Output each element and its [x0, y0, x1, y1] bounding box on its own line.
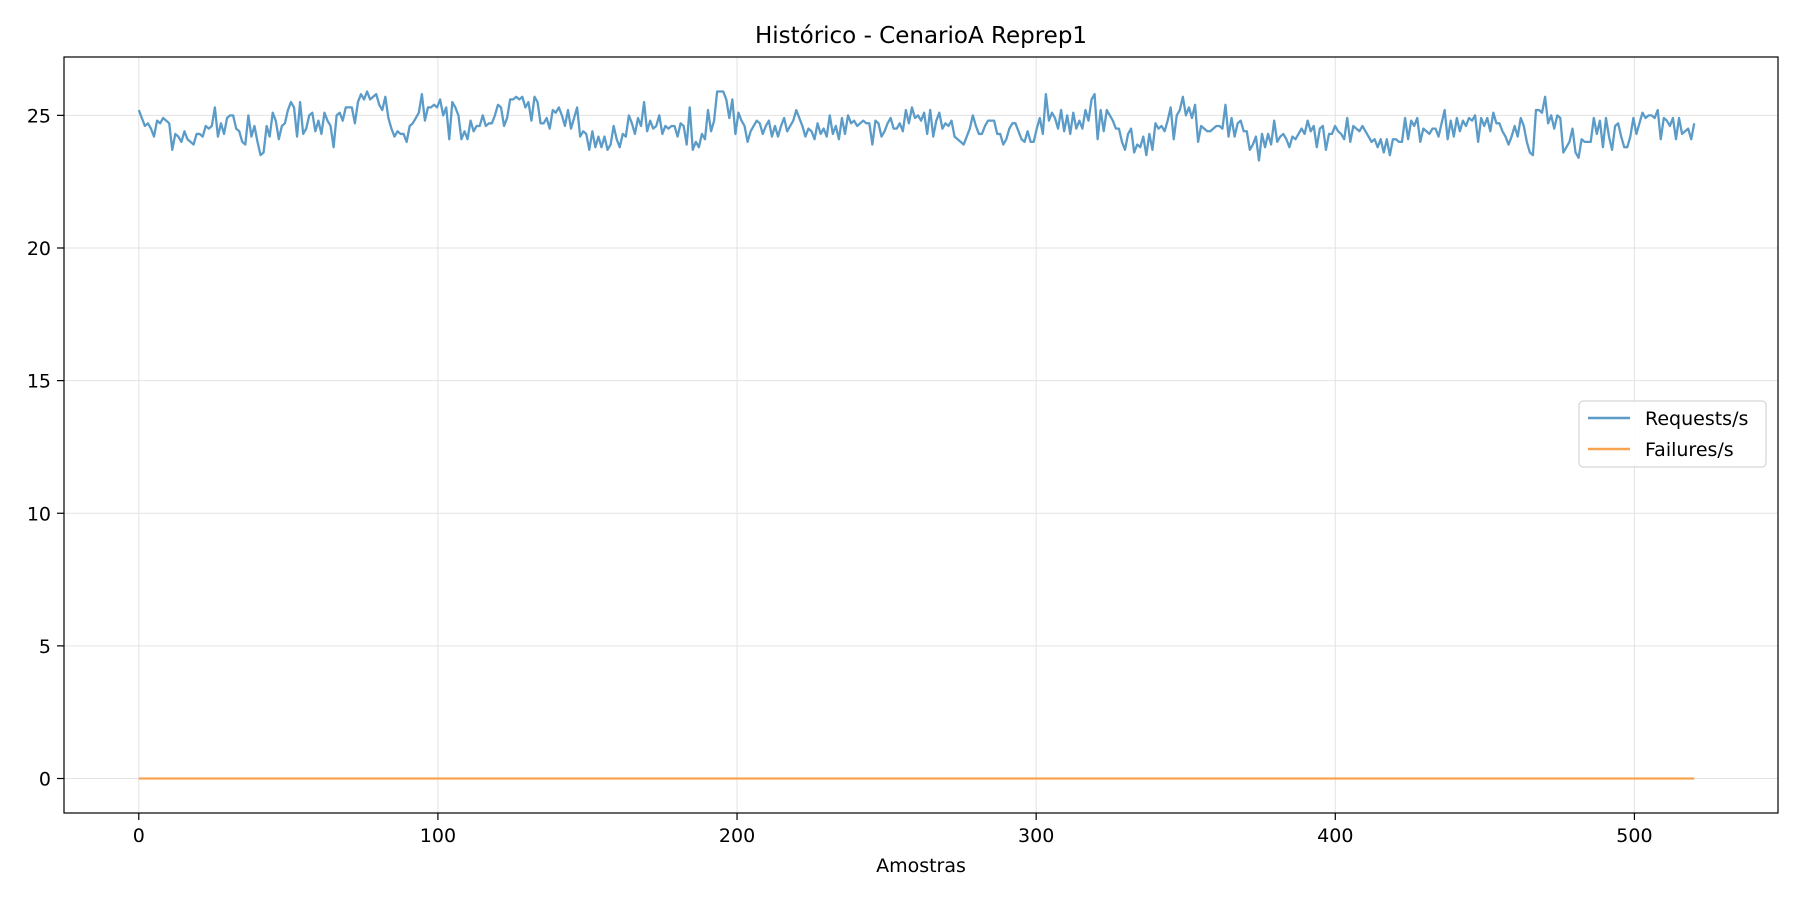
- grid-layer: [64, 57, 1778, 813]
- y-tick-label: 25: [27, 105, 51, 127]
- y-tick-label: 0: [39, 769, 51, 791]
- y-tick-label: 20: [27, 238, 51, 260]
- x-tick-label: 200: [719, 825, 755, 847]
- legend-label: Requests/s: [1645, 408, 1748, 430]
- x-tick-label: 0: [133, 825, 145, 847]
- x-tick-label: 500: [1616, 825, 1652, 847]
- plot-frame: [63, 56, 1779, 814]
- y-tick-label: 5: [39, 636, 51, 658]
- y-tick-label: 10: [27, 503, 51, 525]
- series-layer: [137, 90, 1696, 780]
- tick-layer: 0 100 200 300 400 500 0 5 10 15 20 25: [27, 105, 1653, 847]
- y-tick-label: 15: [27, 371, 51, 393]
- legend-label: Failures/s: [1645, 439, 1734, 461]
- chart-title: Histórico - CenarioA Reprep1: [755, 23, 1087, 49]
- x-tick-label: 400: [1317, 825, 1353, 847]
- x-tick-label: 100: [420, 825, 456, 847]
- series-line-requests: [137, 90, 1696, 162]
- legend: Requests/s Failures/s: [1578, 400, 1767, 468]
- x-tick-label: 300: [1018, 825, 1054, 847]
- x-axis-label: Amostras: [876, 855, 966, 877]
